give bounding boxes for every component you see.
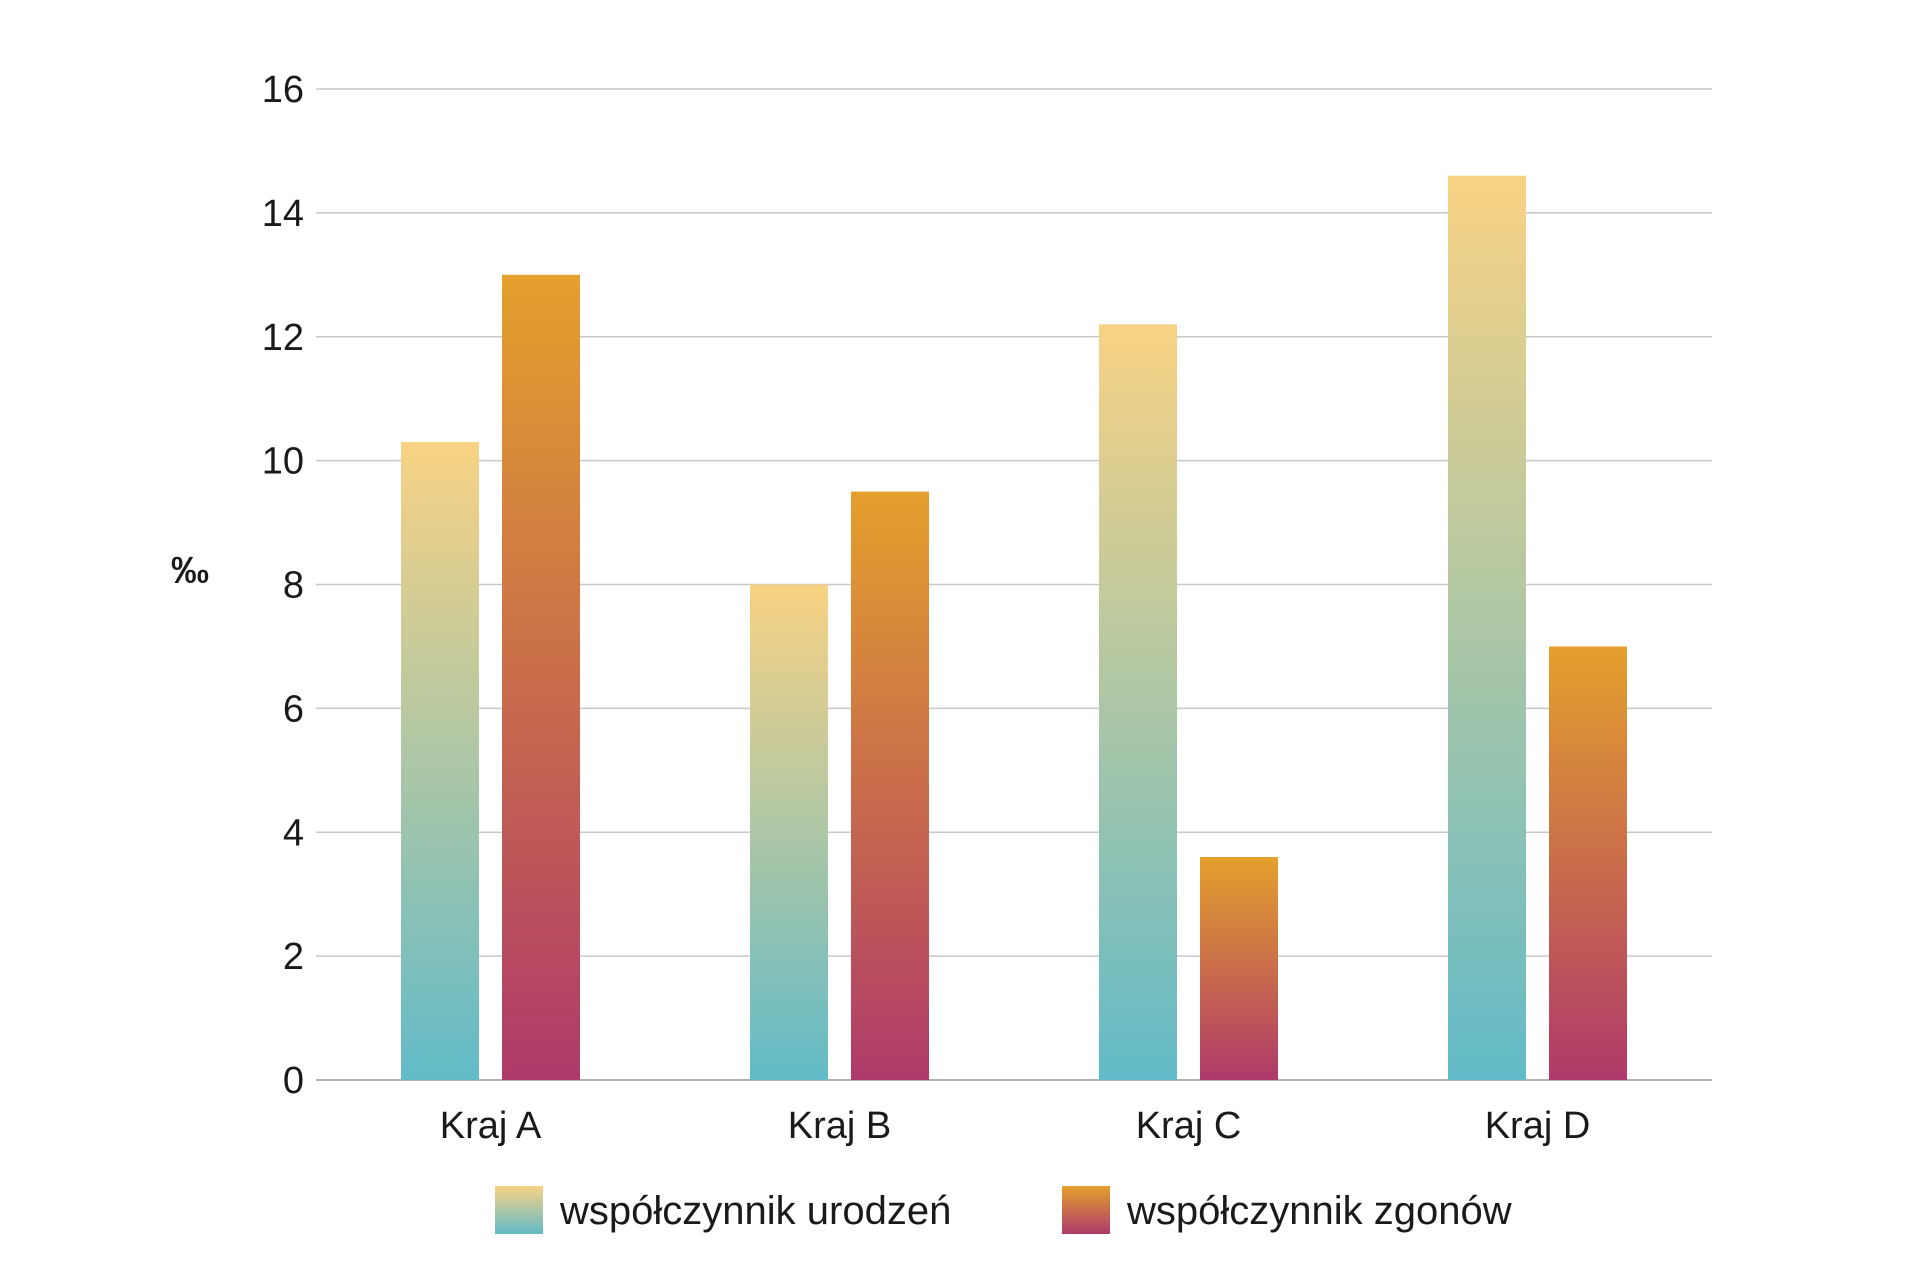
bar-death-rate <box>1549 646 1627 1080</box>
y-tick-label: 12 <box>262 317 304 359</box>
y-axis-label: ‰ <box>171 550 209 592</box>
y-tick-label: 0 <box>283 1060 304 1102</box>
y-axis-ticks: 0 2 4 6 8 10 12 14 16 <box>262 69 304 1102</box>
legend-swatch-birth-rate <box>495 1186 543 1234</box>
x-axis-labels: Kraj A Kraj B Kraj C Kraj D <box>440 1105 1590 1147</box>
bar-death-rate <box>1200 857 1278 1080</box>
legend: współczynnik urodzeń współczynnik zgonów <box>495 1186 1512 1234</box>
bar-death-rate <box>851 491 929 1080</box>
x-category-label: Kraj C <box>1136 1105 1242 1147</box>
bar-birth-rate <box>750 584 828 1080</box>
y-tick-label: 10 <box>262 441 304 483</box>
bar-birth-rate <box>1448 175 1526 1080</box>
y-tick-label: 16 <box>262 69 304 111</box>
y-tick-label: 14 <box>262 193 304 235</box>
y-tick-label: 4 <box>283 812 304 854</box>
bar-death-rate <box>502 274 580 1080</box>
y-tick-label: 2 <box>283 936 304 978</box>
bars <box>401 175 1627 1080</box>
x-category-label: Kraj D <box>1485 1105 1591 1147</box>
legend-swatch-death-rate <box>1062 1186 1110 1234</box>
bar-birth-rate <box>401 442 479 1080</box>
x-category-label: Kraj A <box>440 1105 542 1147</box>
legend-label: współczynnik zgonów <box>1126 1189 1512 1233</box>
y-tick-label: 8 <box>283 565 304 607</box>
x-category-label: Kraj B <box>788 1105 891 1147</box>
bar-birth-rate <box>1099 324 1177 1080</box>
legend-label: współczynnik urodzeń <box>559 1189 951 1233</box>
y-tick-label: 6 <box>283 688 304 730</box>
